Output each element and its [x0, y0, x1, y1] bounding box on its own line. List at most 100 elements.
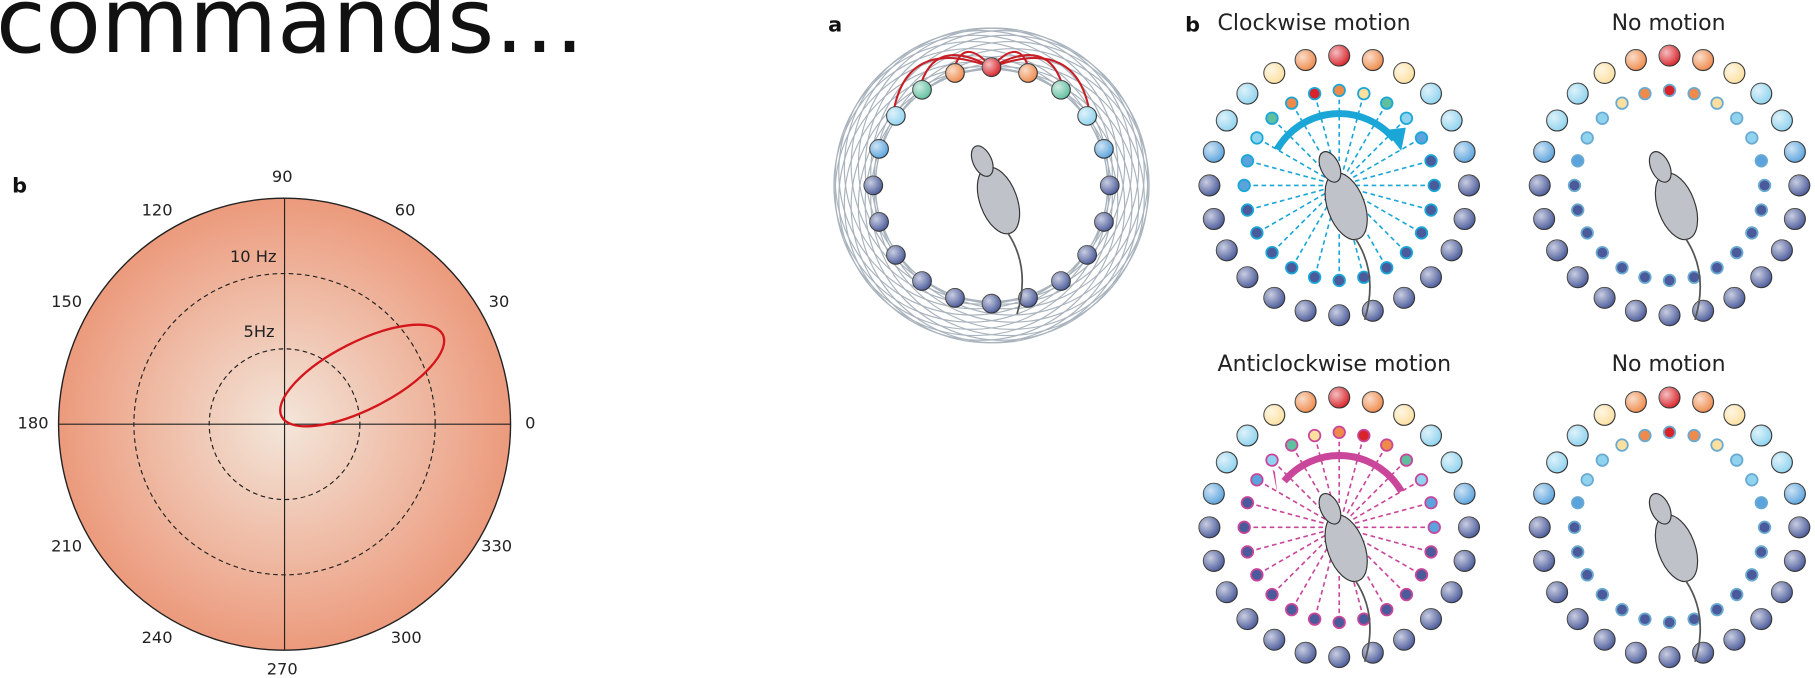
neuron-shine [1100, 176, 1119, 195]
neuron-shine [1547, 240, 1568, 261]
inner-unit [1731, 247, 1743, 259]
inner-unit [1428, 522, 1440, 534]
neuron-shine [1362, 392, 1383, 413]
neuron-shine [1751, 425, 1772, 446]
neuron-shine [1216, 110, 1237, 131]
neuron-shine [1095, 213, 1114, 232]
neuron-shine [1421, 425, 1442, 446]
neuron-shine [1264, 63, 1285, 84]
neuron-shine [1216, 452, 1237, 473]
neuron-shine [1454, 209, 1475, 230]
inner-unit [1381, 97, 1393, 109]
ring-label: 5Hz [244, 322, 275, 341]
neuron-shine [1329, 305, 1350, 326]
neuron-shine [1421, 609, 1442, 630]
inner-unit [1242, 204, 1254, 216]
inner-unit [1664, 617, 1676, 629]
inner-unit [1416, 474, 1428, 486]
inner-unit [1242, 546, 1254, 558]
inner-unit [1731, 589, 1743, 601]
inner-unit [1425, 204, 1437, 216]
neuron-shine [1625, 642, 1646, 663]
inner-unit [1401, 589, 1413, 601]
neuron-shine [1264, 287, 1285, 308]
inner-unit [1711, 97, 1723, 109]
inner-unit [1286, 97, 1298, 109]
neuron-shine [1772, 240, 1793, 261]
inner-unit [1238, 522, 1250, 534]
neuron-shine [1751, 609, 1772, 630]
neuron-shine [1594, 63, 1615, 84]
neuron-shine [1441, 452, 1462, 473]
neuron-shine [1078, 246, 1097, 265]
neuron-shine [1751, 267, 1772, 288]
inner-unit [1688, 613, 1700, 625]
inner-unit [1428, 180, 1440, 192]
inner-unit [1597, 589, 1609, 601]
inner-unit [1639, 613, 1651, 625]
inner-unit [1746, 474, 1758, 486]
inner-unit [1746, 569, 1758, 581]
mouse-body [1647, 509, 1706, 587]
neuron-shine [1693, 392, 1714, 413]
neuron-shine [1693, 50, 1714, 71]
inner-unit [1416, 132, 1428, 144]
panel-header: No motion [1612, 11, 1726, 36]
inner-unit [1569, 180, 1581, 192]
inner-unit [1639, 430, 1651, 442]
neuron-shine [1567, 83, 1588, 104]
neuron-shine [1454, 141, 1475, 162]
inner-unit [1746, 132, 1758, 144]
inner-unit [1711, 262, 1723, 274]
projection [1339, 436, 1364, 528]
neuron-shine [1421, 267, 1442, 288]
neuron-shine [887, 246, 906, 265]
inner-unit [1616, 439, 1628, 451]
neuron-shine [913, 272, 932, 291]
inner-unit [1616, 604, 1628, 616]
slide-title: commands… [0, 0, 585, 74]
neuron-shine [887, 107, 906, 126]
panel-header: No motion [1612, 352, 1726, 377]
inner-unit [1572, 546, 1584, 558]
neuron-shine [1625, 392, 1646, 413]
neuron-shine [1441, 110, 1462, 131]
angle-label: 0 [525, 414, 535, 433]
neuron-shine [1264, 404, 1285, 425]
inner-unit [1616, 97, 1628, 109]
panel-label: b [12, 173, 27, 197]
neuron-shine [864, 176, 883, 195]
neuron-shine [1295, 300, 1316, 321]
neuron-shine [1394, 287, 1415, 308]
inner-unit [1688, 88, 1700, 100]
inner-unit [1425, 546, 1437, 558]
inner-unit [1759, 180, 1771, 192]
neuron-shine [1659, 387, 1680, 408]
motion-arrowhead [1385, 128, 1406, 151]
inner-unit [1731, 454, 1743, 466]
neuron-shine [1078, 107, 1097, 126]
inner-unit [1572, 497, 1584, 509]
inner-unit [1572, 204, 1584, 216]
inner-unit [1401, 454, 1413, 466]
neuron-shine [1567, 425, 1588, 446]
inner-unit [1358, 613, 1370, 625]
inner-unit [1711, 604, 1723, 616]
angle-label: 30 [489, 292, 510, 311]
inner-unit [1664, 427, 1676, 439]
inner-unit [1251, 569, 1263, 581]
inner-unit [1759, 522, 1771, 534]
angle-label: 300 [391, 628, 422, 647]
neuron-shine [913, 81, 932, 100]
inner-unit [1597, 454, 1609, 466]
neuron-shine [1784, 141, 1805, 162]
slide: commands… b 10 Hz 5Hz 906030033030027024… [0, 0, 1815, 678]
inner-unit [1266, 589, 1278, 601]
neuron-shine [1329, 45, 1350, 66]
neuron-shine [1394, 404, 1415, 425]
neuron-shine [1784, 483, 1805, 504]
projection [1339, 94, 1364, 186]
neuron-shine [1547, 110, 1568, 131]
neuron-shine [1625, 50, 1646, 71]
inner-unit [1286, 439, 1298, 451]
